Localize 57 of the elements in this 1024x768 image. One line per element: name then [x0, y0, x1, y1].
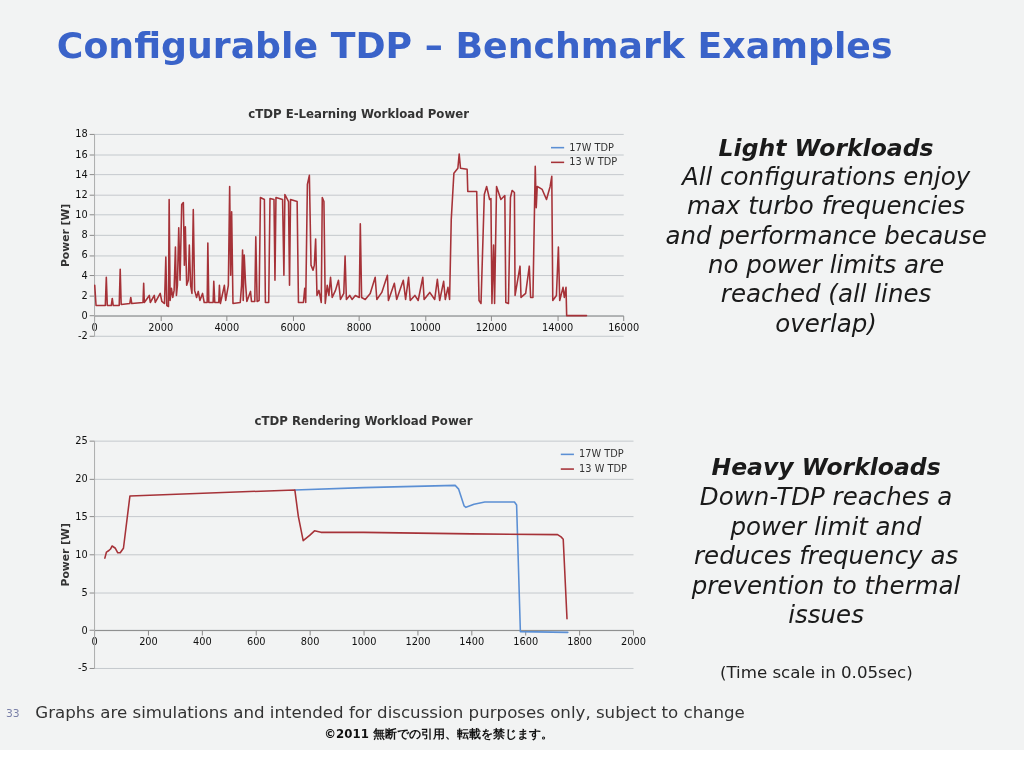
x-tick-label: 14000 — [542, 321, 574, 333]
y-tick-label: 20 — [75, 472, 88, 484]
x-tick-label: 8000 — [346, 321, 372, 333]
text: Configurable TDP – Benchmark Examples — [56, 24, 893, 68]
x-tick-label: 1400 — [459, 636, 485, 648]
x-tick-label: 400 — [193, 636, 212, 648]
y-tick-label: 8 — [81, 229, 88, 241]
y-tick-label: 18 — [75, 128, 88, 140]
x-tick-label: 200 — [139, 636, 158, 648]
line-series — [104, 489, 568, 620]
x-tick-label: 1200 — [405, 636, 431, 648]
legend-label: 17W TDP — [579, 448, 624, 460]
x-tick-label: 4000 — [214, 321, 240, 333]
x-tick-label: 600 — [246, 636, 266, 648]
y-tick-label: -2 — [77, 330, 88, 342]
legend-label: 17W TDP — [569, 141, 615, 153]
line-series — [294, 484, 569, 634]
x-tick-label: 10000 — [409, 321, 441, 333]
x-tick-label: 0 — [91, 321, 98, 333]
y-tick-label: 0 — [81, 624, 88, 636]
y-tick-label: 10 — [75, 209, 88, 221]
text: 33 — [5, 706, 20, 720]
y-tick-label: 2 — [81, 289, 88, 301]
y-tick-label: 25 — [75, 435, 88, 447]
text: All configurations enjoy max turbo frequencies and performance because no power limits are reached (all lines overlap) — [665, 161, 987, 338]
x-tick-label: 2000 — [148, 321, 174, 333]
x-tick-label: 1000 — [351, 636, 377, 648]
text: Light Workloads — [718, 133, 934, 162]
y-tick-label: 4 — [81, 269, 88, 281]
x-tick-label: 2000 — [621, 636, 646, 648]
legend-label: 13 W TDP — [569, 156, 618, 168]
x-tick-label: 800 — [300, 636, 320, 648]
text: ©2011 無断での引用、転載を禁じます。 — [324, 726, 553, 741]
y-axis-title: Power [W] — [59, 203, 73, 268]
y-tick-label: -5 — [77, 662, 88, 674]
x-tick-label: 6000 — [280, 321, 306, 333]
text: Graphs are simulations and intended for discussion purposes only, subject to change — [35, 702, 745, 722]
y-axis-title: Power [W] — [59, 523, 73, 587]
y-tick-label: 6 — [81, 249, 88, 261]
y-tick-label: 12 — [75, 188, 88, 200]
chart-title: cTDP Rendering Workload Power — [254, 413, 473, 428]
x-tick-label: 12000 — [475, 321, 507, 333]
text: Down-TDP reaches a power limit and reduces frequency as prevention to thermal issues — [690, 482, 961, 629]
text: Heavy Workloads — [711, 452, 941, 481]
y-tick-label: 5 — [81, 586, 88, 598]
x-tick-label: 16000 — [608, 321, 640, 333]
x-tick-label: 1600 — [513, 636, 539, 648]
text: (Time scale in 0.05sec) — [719, 662, 913, 682]
y-tick-label: 15 — [75, 510, 88, 522]
x-tick-label: 0 — [91, 636, 98, 648]
y-tick-label: 16 — [75, 148, 88, 160]
x-tick-label: 1800 — [567, 636, 593, 648]
legend-label: 13 W TDP — [579, 463, 627, 475]
y-tick-label: 0 — [81, 310, 88, 322]
y-tick-label: 10 — [75, 548, 88, 560]
y-tick-label: 14 — [75, 168, 88, 180]
chart-title: cTDP E-Learning Workload Power — [248, 107, 470, 122]
